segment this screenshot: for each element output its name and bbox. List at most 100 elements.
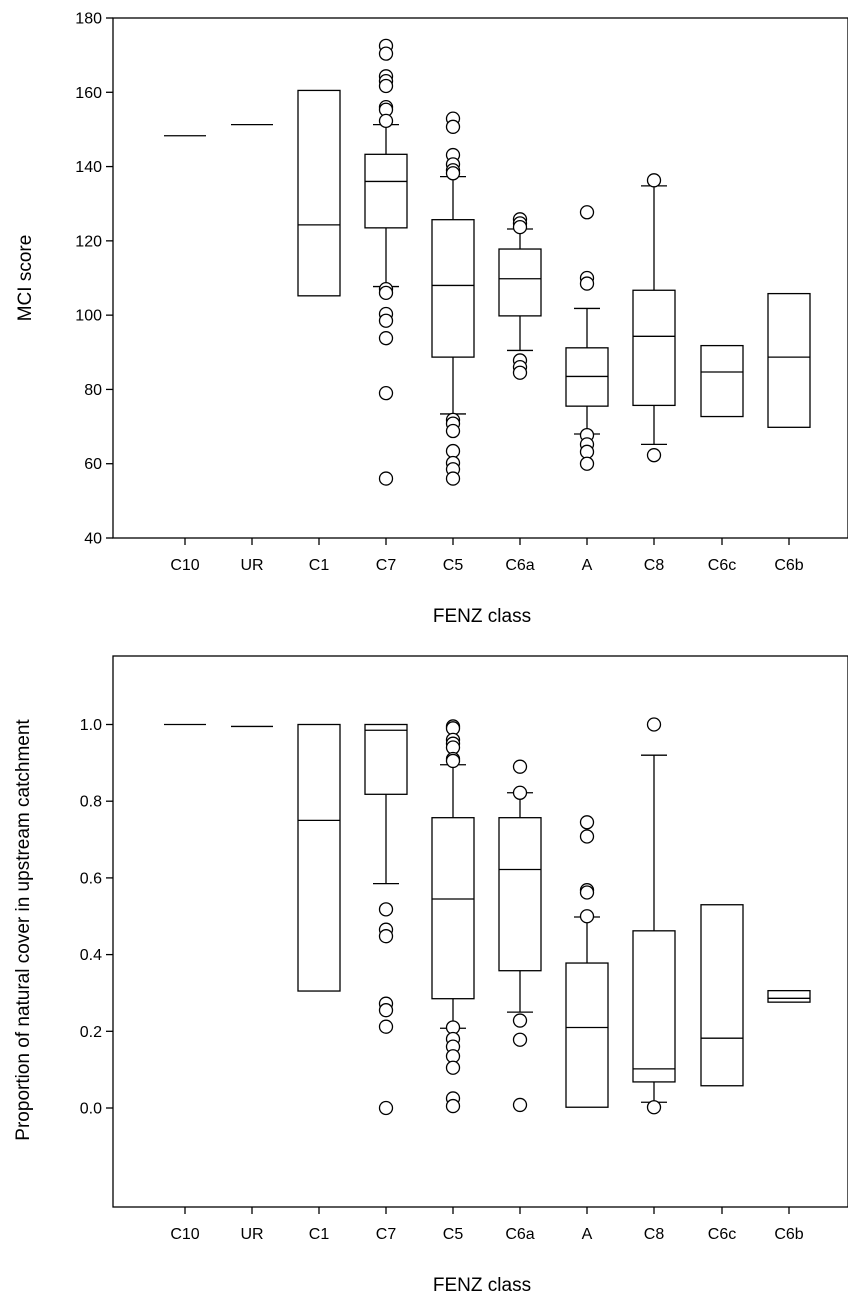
box-c5 (431, 719, 475, 1114)
x-tick-label: C6b (774, 557, 803, 574)
x-tick-label: C7 (376, 1226, 397, 1243)
box-rect (364, 723, 408, 795)
outlier-point (445, 1098, 461, 1114)
box-c8 (632, 173, 676, 463)
boxes (164, 717, 811, 1116)
plot-frame (112, 17, 848, 539)
outlier-point (378, 1003, 394, 1018)
x-tick-label: C7 (376, 557, 397, 574)
outlier-point (579, 829, 595, 844)
x-tick-label: A (582, 1226, 593, 1243)
box-rect (700, 904, 744, 1087)
box-rect (767, 292, 811, 428)
box-c1 (297, 723, 341, 992)
outlier-point (445, 423, 461, 439)
outlier-point (378, 471, 394, 486)
outlier-point (378, 78, 394, 94)
outlier-point (445, 1060, 461, 1075)
outlier-point (579, 885, 595, 900)
outlier-point (646, 717, 662, 732)
box-c8 (632, 717, 676, 1115)
outlier-point (512, 365, 528, 380)
box-a (565, 205, 609, 471)
outlier-point (646, 173, 662, 188)
outlier-point (579, 815, 595, 830)
y-tick-label: 0.8 (80, 794, 102, 811)
box-c5 (431, 111, 475, 486)
x-axis-title: FENZ class (433, 1275, 531, 1292)
y-axis-title: MCI score (15, 235, 36, 322)
x-tick-label: C10 (170, 557, 199, 574)
x-tick-label: UR (240, 1226, 263, 1243)
y-tick-label: 180 (75, 11, 102, 28)
box-rect (767, 989, 811, 1003)
box-c7 (364, 38, 408, 486)
box-c6a (498, 759, 542, 1113)
box-c6b (767, 989, 811, 1003)
box-rect (632, 930, 676, 1083)
outlier-point (378, 313, 394, 328)
outlier-point (512, 1032, 528, 1047)
outlier-point (378, 331, 394, 346)
box-rect (632, 289, 676, 407)
x-tick-label: C10 (170, 1226, 199, 1243)
x-tick-label: UR (240, 557, 263, 574)
outlier-point (445, 166, 461, 181)
y-axis-ticks: 40 60 80 100 120 140 160 180 (75, 11, 113, 548)
outlier-point (512, 785, 528, 800)
box-c7 (364, 723, 408, 1116)
outlier-point (378, 902, 394, 917)
y-tick-label: 140 (75, 159, 102, 176)
x-axis-ticks: C10 UR C1 C7 C5 C6a A C8 C6c C6b (170, 538, 804, 574)
x-tick-label: C1 (309, 557, 330, 574)
outlier-point (445, 753, 461, 769)
outlier-point (378, 385, 394, 401)
outlier-point (579, 909, 595, 924)
panel-natural-cover: 0.00.20.40.60.81.0 C10 UR C1 C7 C5 C6a A C8 C6c C… (13, 655, 848, 1292)
outlier-point (445, 119, 461, 134)
box-rect (431, 817, 475, 1000)
y-tick-label: 120 (75, 233, 102, 250)
box-rect (297, 723, 341, 992)
x-tick-label: C5 (443, 557, 464, 574)
x-tick-label: C6a (505, 557, 534, 574)
y-tick-label: 80 (84, 382, 102, 399)
outlier-point (512, 1013, 528, 1028)
plot-frame (112, 655, 848, 1208)
box-rect (565, 962, 609, 1108)
x-tick-label: C5 (443, 1226, 464, 1243)
outlier-point (445, 471, 461, 486)
outlier-point (378, 929, 394, 944)
x-axis-ticks: C10 UR C1 C7 C5 C6a A C8 C6c C6b (170, 1207, 804, 1243)
box-rect (498, 248, 542, 317)
x-tick-label: A (582, 557, 593, 574)
outlier-point (579, 444, 595, 459)
x-tick-label: C6c (708, 1226, 736, 1243)
y-tick-label: 0.2 (80, 1024, 102, 1041)
outlier-point (378, 1100, 394, 1116)
y-tick-label: 0.0 (80, 1101, 102, 1118)
outlier-point (378, 113, 394, 129)
box-c6c (700, 904, 744, 1087)
boxes (164, 38, 811, 486)
x-tick-label: C6b (774, 1226, 803, 1243)
outlier-point (378, 46, 394, 61)
box-rect (498, 817, 542, 972)
x-tick-label: C6a (505, 1226, 534, 1243)
box-a (565, 815, 609, 1108)
outlier-point (579, 205, 595, 220)
outlier-point (512, 759, 528, 774)
outlier-point (378, 1019, 394, 1034)
x-tick-label: C8 (644, 557, 665, 574)
outlier-point (646, 1100, 662, 1115)
x-tick-label: C1 (309, 1226, 330, 1243)
outlier-point (445, 443, 461, 459)
outlier-point (579, 276, 595, 291)
y-axis-title: Proportion of natural cover in upstream … (13, 719, 34, 1141)
outlier-point (646, 448, 662, 463)
box-rect (297, 89, 341, 297)
y-axis-ticks: 0.0 0.2 0.4 0.6 0.8 1.0 (80, 717, 113, 1118)
box-c6c (700, 344, 744, 418)
y-tick-label: 100 (75, 308, 102, 325)
